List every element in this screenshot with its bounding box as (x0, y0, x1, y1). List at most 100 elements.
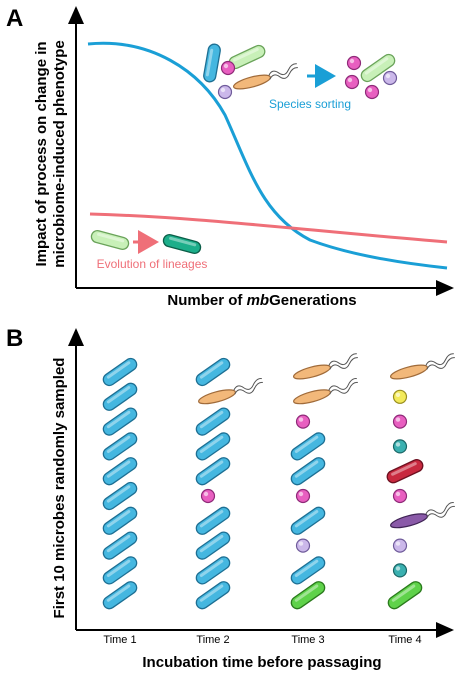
microbe (220, 60, 236, 76)
highlight (349, 58, 355, 64)
highlight (199, 460, 224, 478)
highlight (298, 491, 304, 497)
rod (195, 407, 231, 436)
microbe (102, 506, 138, 535)
flagellate (293, 389, 331, 405)
microbe (360, 53, 396, 83)
highlight (106, 534, 131, 553)
highlight (395, 392, 401, 397)
highlight (205, 48, 214, 77)
microbe (392, 563, 408, 578)
y-axis-label: microbiome-induced phenotype (51, 40, 68, 268)
y-axis-label: Impact of process on change in (33, 41, 50, 266)
rod (195, 432, 231, 461)
highlight (395, 491, 401, 497)
microbe (392, 538, 408, 553)
coccus (392, 488, 408, 504)
microbe (293, 378, 358, 405)
coccus (200, 488, 216, 504)
highlight (391, 584, 416, 602)
microbe (195, 457, 231, 486)
highlight (106, 460, 131, 478)
microbe (228, 44, 266, 70)
rod (203, 43, 221, 83)
rod (102, 556, 138, 585)
y-axis-label: First 10 microbes randomly sampled (51, 358, 68, 619)
rod (102, 581, 138, 610)
highlight (106, 361, 131, 379)
highlight (199, 534, 224, 553)
microbe (290, 506, 326, 535)
rod (195, 581, 231, 610)
highlight (199, 435, 224, 454)
microbe (390, 502, 455, 529)
microbe (198, 378, 263, 405)
microbe (203, 43, 221, 83)
species-sorting-curve (87, 41, 448, 270)
microbe (290, 457, 326, 486)
highlight (106, 559, 131, 578)
rod (195, 357, 231, 387)
highlight (203, 491, 209, 497)
highlight (347, 77, 353, 83)
column-label: Time 2 (196, 634, 229, 646)
rod (102, 506, 138, 535)
highlight (294, 559, 319, 578)
coccus (382, 70, 398, 86)
coccus (295, 414, 311, 429)
highlight (106, 410, 131, 429)
rod (387, 581, 423, 610)
flagellum (233, 378, 262, 391)
coccus (346, 55, 362, 71)
highlight (106, 510, 131, 528)
rod (360, 53, 396, 83)
rod (290, 432, 326, 461)
microbe (162, 233, 202, 255)
highlight (298, 541, 304, 546)
column-label: Time 3 (291, 634, 324, 646)
highlight (367, 87, 373, 93)
microbe (392, 414, 408, 429)
highlight (169, 236, 197, 247)
microbe (344, 74, 360, 90)
label-part: Number of (167, 292, 246, 309)
highlight (199, 584, 224, 602)
flagellum (426, 505, 455, 519)
flagellate (390, 364, 428, 380)
microbe (195, 581, 231, 610)
flagellum (268, 63, 297, 76)
coccus (220, 60, 236, 76)
microbe (290, 581, 326, 610)
microbe (102, 581, 138, 610)
flagellum (329, 381, 358, 395)
highlight (294, 510, 319, 528)
highlight (220, 87, 226, 93)
microbe (195, 432, 231, 461)
microbe (290, 432, 326, 461)
rod (102, 481, 138, 511)
microbe (392, 439, 408, 454)
flagellum (425, 502, 454, 515)
column-label: Time 4 (388, 634, 421, 646)
coccus (392, 439, 408, 454)
highlight (395, 541, 401, 546)
column-label: Time 1 (103, 634, 136, 646)
highlight (294, 435, 319, 454)
rod (102, 382, 138, 411)
coccus (295, 538, 311, 553)
highlight (199, 510, 224, 528)
coccus (392, 563, 408, 578)
microbe (102, 457, 138, 486)
rod (102, 531, 138, 560)
microbe (102, 531, 138, 560)
flagellum (329, 357, 358, 370)
rod (290, 506, 326, 535)
microbe (392, 488, 408, 504)
highlight (233, 47, 259, 62)
panel-letter: A (6, 5, 23, 32)
microbe (295, 538, 311, 553)
microbe (295, 488, 311, 504)
coccus (295, 488, 311, 504)
flagellum (426, 357, 455, 370)
curve-label: Evolution of lineages (97, 257, 208, 271)
